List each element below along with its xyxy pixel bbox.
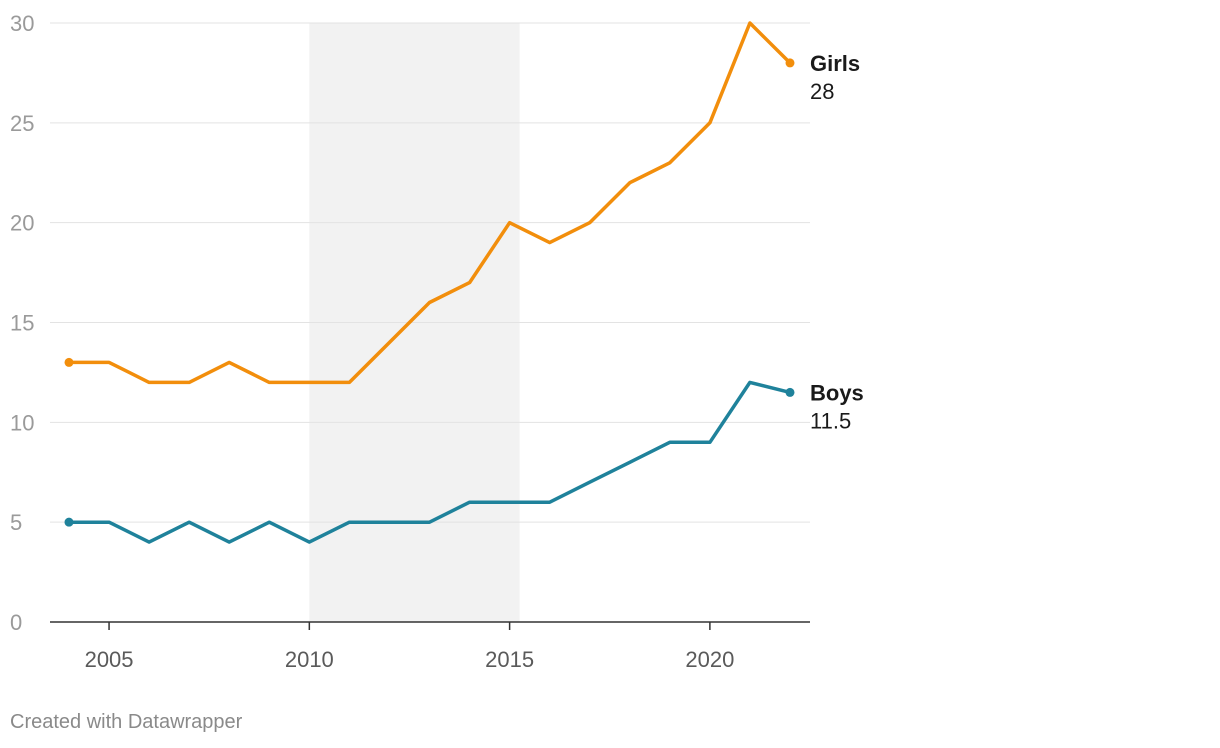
x-tick-label-2015: 2015 xyxy=(485,647,534,672)
series-value-label-boys: 11.5 xyxy=(810,408,851,433)
series-label-girls: Girls xyxy=(810,51,860,76)
series-line-girls xyxy=(67,21,792,385)
y-tick-label-30: 30 xyxy=(10,11,34,36)
y-tick-label-0: 0 xyxy=(10,610,22,635)
x-tick-label-2020: 2020 xyxy=(685,647,734,672)
series-end-point-girls xyxy=(785,58,795,68)
x-tick-label-2005: 2005 xyxy=(85,647,134,672)
series-start-point-girls xyxy=(64,357,74,367)
y-tick-label-20: 20 xyxy=(10,211,34,236)
series-label-boys: Boys xyxy=(810,380,864,405)
y-tick-label-10: 10 xyxy=(10,410,34,435)
y-tick-label-5: 5 xyxy=(10,510,22,535)
series-line-boys xyxy=(67,380,792,544)
series-value-label-girls: 28 xyxy=(810,79,834,104)
footer-credit[interactable]: Created with Datawrapper xyxy=(10,711,243,733)
y-tick-label-25: 25 xyxy=(10,111,34,136)
series-start-point-boys xyxy=(64,517,74,527)
x-tick-label-2010: 2010 xyxy=(285,647,334,672)
series-end-point-boys xyxy=(785,387,795,397)
y-tick-label-15: 15 xyxy=(10,311,34,336)
